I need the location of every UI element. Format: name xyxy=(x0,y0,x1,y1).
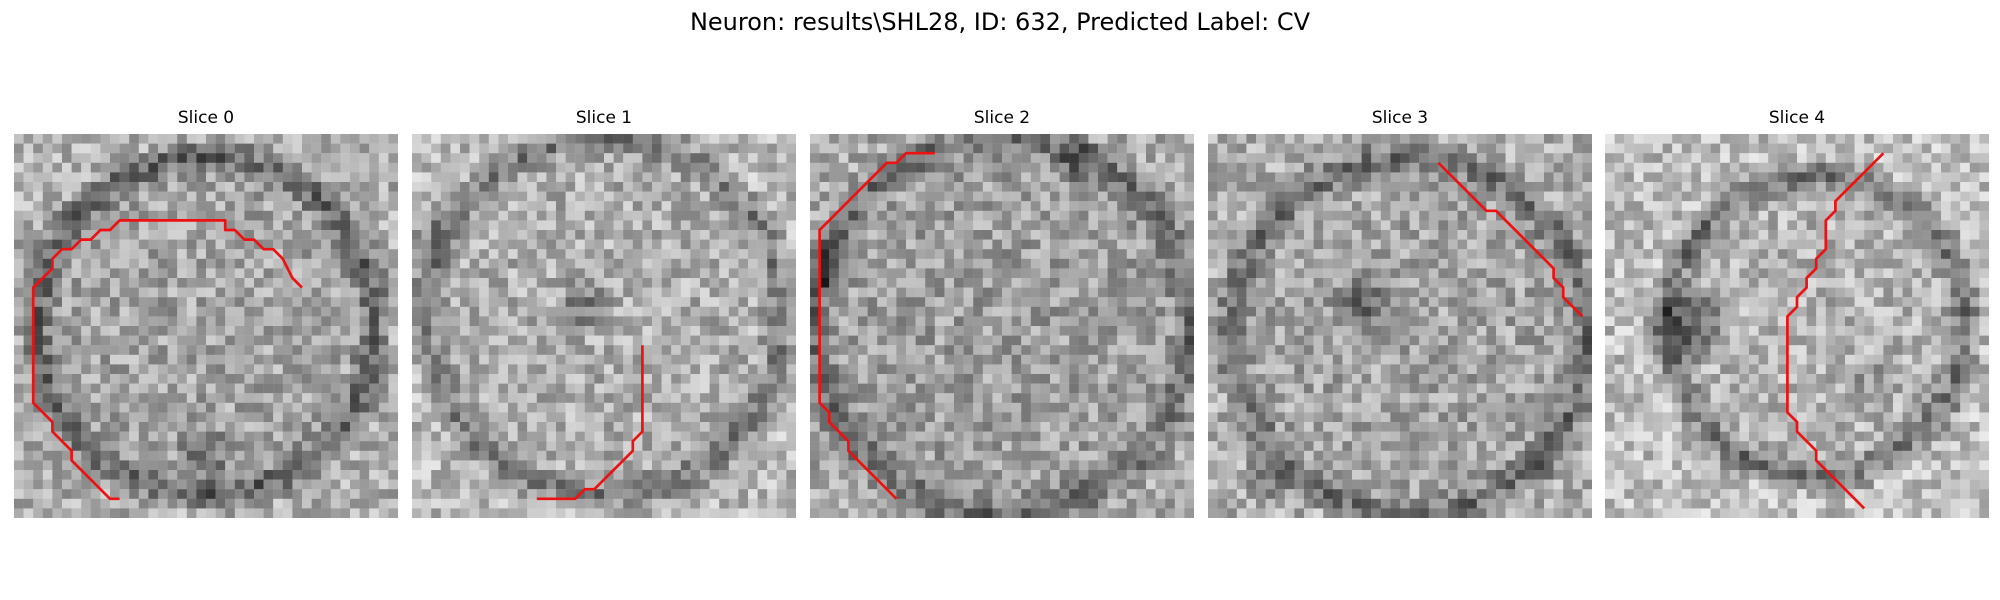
slice-title: Slice 1 xyxy=(575,108,633,128)
slice-title: Slice 0 xyxy=(177,108,235,128)
pixel-grid xyxy=(1208,134,1592,518)
roi-contour xyxy=(31,219,303,501)
figure-title: Neuron: results\SHL28, ID: 632, Predicte… xyxy=(689,8,1311,36)
slice-image xyxy=(412,134,796,518)
slice-title: Slice 2 xyxy=(973,108,1031,128)
roi-contour xyxy=(818,151,935,500)
slice-title: Slice 3 xyxy=(1371,108,1429,128)
roi-contour xyxy=(1786,152,1885,510)
slice-image xyxy=(14,134,398,518)
slice-image xyxy=(1208,134,1592,518)
roi-contour xyxy=(1437,161,1584,318)
pixel-grid xyxy=(810,134,1194,518)
slice-image xyxy=(810,134,1194,518)
pixel-grid xyxy=(412,134,796,518)
slice-image xyxy=(1605,134,1989,518)
pixel-grid xyxy=(1605,134,1989,518)
roi-contour xyxy=(536,345,644,501)
slice-title: Slice 4 xyxy=(1768,108,1826,128)
